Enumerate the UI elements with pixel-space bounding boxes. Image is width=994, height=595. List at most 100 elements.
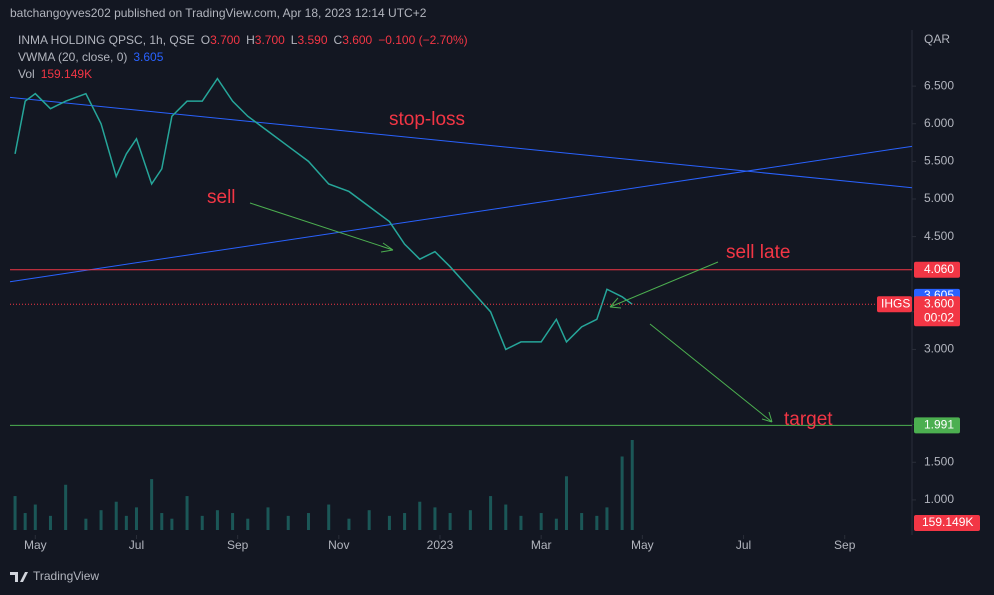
ticker-tag [877, 296, 912, 313]
y-tick-label: 4.500 [924, 229, 954, 243]
vol-value: 159.149K [41, 67, 92, 81]
volume-bar [504, 504, 508, 530]
x-tick-label: Jul [736, 538, 751, 552]
volume-bar [215, 510, 219, 530]
volume-bar [13, 496, 17, 530]
ohlc-value: 3.590 [297, 33, 327, 47]
last-tag [914, 296, 960, 327]
volume-bar [580, 513, 584, 530]
footer: TradingView [10, 569, 99, 583]
volume-bar [433, 507, 437, 530]
volume-bar [114, 501, 118, 530]
arrow [249, 202, 394, 253]
trend-line [9, 96, 913, 189]
arrows [249, 202, 773, 423]
vol-line: Vol 159.149K [18, 67, 92, 81]
ohlc-key: C [334, 33, 343, 47]
vol: Vol [18, 67, 35, 81]
volume-tag [914, 515, 980, 531]
arrow [649, 323, 773, 423]
vwma-line: VWMA (20, close, 0) 3.605 [18, 50, 164, 64]
y-tick-label: 6.500 [924, 78, 954, 92]
volume-bar [519, 515, 523, 530]
volume-bar [448, 513, 452, 530]
x-tick-label: 2023 [427, 538, 454, 552]
ohlc-key: L [291, 33, 298, 47]
ohlc-value: 3.600 [342, 33, 372, 47]
volume-bar [595, 515, 599, 530]
volume-bar [468, 510, 472, 530]
annotation: sell late [726, 242, 790, 263]
volume-bar [33, 504, 37, 530]
y-tick-label: 6.000 [924, 116, 954, 130]
y-tick-label: 3.000 [924, 342, 954, 356]
symbol: INMA HOLDING QPSC, 1h, QSE [18, 33, 195, 47]
volume-bar [170, 518, 174, 530]
volume-bar [200, 515, 204, 530]
vwma: VWMA (20, close, 0) [18, 50, 127, 64]
x-tick-label: Nov [328, 538, 349, 552]
price-line [14, 77, 633, 351]
ohlc-value: 3.700 [255, 33, 285, 47]
volume-bar [367, 510, 371, 530]
x-tick-label: Sep [227, 538, 249, 552]
x-tick-label: May [631, 538, 654, 552]
publisher: batchangoyves202 published on TradingVie… [10, 6, 427, 20]
volume-bar [620, 456, 624, 530]
annotation: target [784, 409, 833, 430]
x-tick-label: May [24, 538, 47, 552]
level-tag [914, 417, 960, 434]
symbol-line: INMA HOLDING QPSC, 1h, QSE O3.700 H3.700 L3… [18, 33, 468, 47]
volume-bar [605, 507, 609, 530]
ohlc-key: H [246, 33, 255, 47]
volume-bar [185, 496, 189, 530]
volume-bar [266, 507, 270, 530]
volume-bar [150, 479, 154, 530]
y-tick-label: 5.000 [924, 191, 954, 205]
volume-bar [403, 513, 407, 530]
annotation: sell [207, 187, 236, 208]
volume-bar [347, 518, 351, 530]
volume-bar [286, 515, 290, 530]
level-label: 4.060 [924, 262, 954, 276]
y-tick-label: 5.500 [924, 154, 954, 168]
logo [10, 572, 28, 582]
volume-bar [48, 515, 52, 530]
y-tick-label: 1.000 [924, 492, 954, 506]
volume-bar [231, 513, 235, 530]
volume-bar [306, 513, 310, 530]
volume-bar [84, 518, 88, 530]
level-label: 1.991 [924, 418, 954, 432]
volume-bar [134, 507, 138, 530]
volume-bar [64, 484, 68, 530]
annotation: stop-loss [389, 109, 465, 130]
change: −0.100 (−2.70%) [378, 33, 467, 47]
volume-bar [327, 504, 331, 530]
x-tick-label: Mar [531, 538, 552, 552]
volume-label: 159.149K [922, 515, 973, 529]
volume-bar [99, 510, 103, 530]
volume-bar [554, 518, 558, 530]
level-tag [914, 261, 960, 278]
volume-bar [489, 496, 493, 530]
countdown: 00:02 [924, 310, 954, 324]
volume-bar [630, 440, 634, 530]
volume-bar [246, 518, 250, 530]
volume-bar [23, 513, 27, 530]
y-tick-label: 1.500 [924, 454, 954, 468]
trend-line [9, 145, 913, 283]
ticker-label: IHGS [881, 296, 910, 310]
volume-bar [387, 515, 391, 530]
ohlc-key: O [201, 33, 210, 47]
volume-bar [160, 513, 164, 530]
volume-bar [418, 501, 422, 530]
currency: QAR [924, 32, 950, 46]
ohlc-value: 3.700 [210, 33, 240, 47]
x-tick-label: Sep [834, 538, 856, 552]
footer-text: TradingView [33, 569, 99, 583]
volume-bar [564, 476, 568, 530]
vwma-value: 3.605 [133, 50, 163, 64]
volume-bar [539, 513, 543, 530]
